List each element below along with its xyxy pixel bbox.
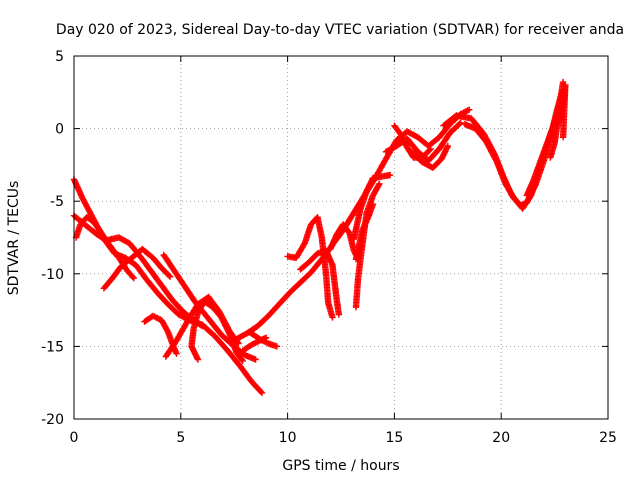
series-arc-12	[284, 214, 336, 321]
data-point	[263, 334, 270, 341]
data-point	[173, 350, 180, 357]
y-axis-label: SDTVAR / TECUs	[6, 181, 22, 296]
series-arc-15	[350, 171, 394, 243]
series-arc-24	[547, 81, 569, 161]
data-point	[238, 356, 245, 363]
data-point	[130, 275, 137, 282]
data-points	[70, 78, 569, 397]
data-point	[335, 311, 343, 318]
data-point	[165, 272, 173, 279]
data-point	[129, 273, 136, 281]
y-tick-label: 0	[55, 122, 64, 138]
series-arc-9	[233, 106, 473, 343]
data-point	[559, 134, 567, 141]
data-point	[457, 119, 464, 126]
x-tick-label: 20	[492, 430, 510, 446]
y-axis-ticks: 5 0 -5 -10 -15 -20	[41, 49, 608, 428]
series-arc-20	[408, 142, 451, 171]
y-tick-label: -15	[41, 339, 64, 355]
series-arc-8	[188, 298, 246, 365]
data-point	[456, 120, 463, 127]
x-axis-label: GPS time / hours	[282, 458, 399, 474]
data-point	[239, 357, 246, 365]
series-arc-13	[297, 247, 343, 318]
data-point	[329, 314, 336, 321]
data-point	[166, 273, 174, 280]
series-arc-17	[352, 180, 383, 311]
data-point	[466, 106, 473, 113]
plot-frame	[73, 55, 609, 420]
data-point	[273, 343, 281, 350]
series-arc-4	[100, 245, 174, 292]
data-point	[199, 322, 206, 330]
data-point	[427, 145, 434, 153]
data-point	[252, 356, 259, 363]
chart-title: Day 020 of 2023, Sidereal Day-to-day VTE…	[56, 22, 624, 38]
data-point	[444, 142, 451, 150]
x-axis-ticks: 0 5 10 15 20 25	[70, 56, 617, 446]
data-point	[386, 171, 394, 179]
series-arc-5	[141, 312, 180, 357]
data-point	[376, 180, 383, 187]
series-arc-1	[70, 176, 266, 397]
series-arc-23	[523, 78, 567, 199]
data-point	[235, 340, 242, 347]
data-point	[257, 388, 265, 395]
y-tick-label: -10	[41, 267, 64, 283]
y-tick-label: -5	[50, 194, 64, 210]
series-arc-3	[72, 214, 137, 282]
data-point	[197, 322, 205, 329]
data-point	[258, 389, 266, 397]
series-arc-7	[162, 293, 242, 360]
series-arc-11	[239, 334, 270, 354]
y-tick-label: 5	[55, 49, 64, 65]
x-tick-label: 0	[70, 430, 79, 446]
x-tick-label: 25	[599, 430, 617, 446]
x-tick-label: 5	[176, 430, 185, 446]
x-tick-label: 10	[279, 430, 297, 446]
x-tick-label: 15	[385, 430, 403, 446]
y-tick-label: -20	[41, 412, 64, 428]
data-point	[426, 146, 433, 154]
